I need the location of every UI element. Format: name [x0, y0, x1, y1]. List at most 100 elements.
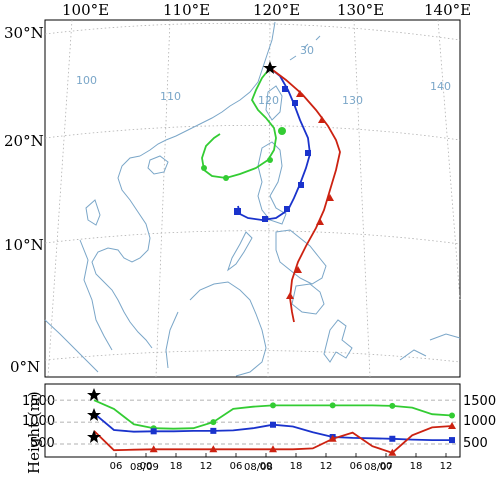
red-trajectory — [269, 67, 341, 323]
height-series — [93, 399, 456, 456]
tonkin-gulf — [85, 199, 101, 226]
grid-number-120: 120 — [258, 94, 279, 107]
blue-marker — [292, 100, 298, 106]
height-left-ticks: 1500 1000 500 — [22, 394, 55, 451]
blue-trajectory — [237, 67, 311, 221]
time-tick-label: 12 — [200, 461, 213, 472]
right-tick-500: 500 — [463, 436, 488, 451]
green-marker — [201, 165, 207, 171]
green-markers — [201, 127, 286, 181]
china-coast — [139, 21, 276, 157]
height-axis-label: Height (m) — [25, 391, 43, 474]
date-label-0808: 08/08 — [244, 462, 273, 473]
borneo-coast — [165, 281, 267, 377]
blue-markers — [234, 86, 311, 222]
blue-marker — [234, 208, 241, 215]
green-marker — [267, 157, 273, 163]
green-marker — [278, 127, 286, 135]
height-point — [209, 445, 218, 453]
blue-marker — [262, 216, 268, 222]
time-tick-label: 00 — [260, 461, 273, 472]
right-tick-1500: 1500 — [463, 394, 496, 409]
height-panel-frame — [44, 383, 461, 458]
height-point — [449, 437, 455, 444]
height-point — [449, 412, 455, 419]
time-tick-label: 18 — [410, 461, 423, 472]
map-grid-numbers: 100 110 120 130 140 30 — [76, 44, 451, 107]
indochina-coast — [91, 155, 153, 349]
blue-marker — [305, 150, 311, 156]
time-tick-label: 06 — [230, 461, 243, 472]
height-gridlines — [46, 399, 459, 445]
height-start-stars — [87, 388, 101, 443]
red-marker — [326, 194, 334, 201]
grid-number-100: 100 — [76, 74, 97, 87]
red-marker — [318, 116, 326, 123]
height-star-icon — [87, 430, 101, 443]
lon-label-130: 130°E — [337, 1, 384, 19]
height-point — [388, 448, 397, 456]
lon-labels: 100°E 110°E 120°E 130°E 140°E — [62, 1, 471, 19]
lat-label-10: 10°N — [4, 236, 44, 254]
lon-line-140 — [437, 19, 461, 301]
map-panel: 100 110 120 130 140 30 — [44, 19, 461, 378]
red-marker — [286, 292, 294, 299]
right-tick-1000: 1000 — [463, 414, 496, 429]
date-label-0807: 08/07 — [364, 462, 393, 473]
time-tick-label: 06 — [110, 461, 123, 472]
red-markers — [286, 90, 334, 299]
philippines-south — [275, 229, 327, 285]
time-tick-label: 00 — [140, 461, 153, 472]
height-point — [210, 427, 217, 434]
height-star-icon — [87, 388, 101, 401]
grid-number-140: 140 — [430, 80, 451, 93]
left-tick-500: 500 — [30, 436, 55, 451]
malay-peninsula — [79, 239, 113, 351]
green-marker — [223, 175, 229, 181]
date-label-0809: 08/09 — [130, 462, 159, 473]
new-guinea-coast — [399, 333, 461, 361]
height-point — [270, 402, 276, 409]
time-tick-label: 12 — [320, 461, 333, 472]
red-marker — [294, 266, 302, 273]
coastlines — [44, 21, 461, 377]
lon-label-100: 100°E — [62, 1, 109, 19]
lat-label-20: 20°N — [4, 132, 44, 150]
height-time-ticks: 06 00 18 12 06 00 18 12 06 00 18 12 — [110, 453, 452, 472]
time-tick-label: 18 — [170, 461, 183, 472]
grid-number-130: 130 — [342, 94, 363, 107]
height-point — [270, 421, 276, 428]
lat-labels: 30°N 20°N 10°N 0°N — [4, 24, 44, 376]
grid-number-30: 30 — [300, 44, 314, 57]
height-point — [389, 435, 396, 442]
height-star-icon — [87, 408, 101, 421]
time-tick-label: 00 — [380, 461, 393, 472]
graticule — [44, 19, 461, 378]
height-point — [329, 402, 336, 409]
lat-line-0 — [44, 350, 461, 363]
ryukyu-islands — [289, 35, 321, 61]
red-marker — [316, 218, 324, 225]
red-marker — [296, 90, 304, 97]
sulawesi-coast — [323, 319, 353, 363]
grid-number-110: 110 — [160, 90, 181, 103]
height-point — [328, 434, 337, 442]
height-right-ticks: 1500 1000 500 — [463, 394, 496, 451]
taiwan-island — [265, 85, 283, 121]
height-point — [149, 445, 158, 453]
height-point — [210, 419, 217, 426]
blue-marker — [284, 206, 290, 212]
lat-label-30: 30°N — [4, 24, 44, 42]
lat-label-0: 0°N — [10, 358, 40, 376]
height-point — [448, 422, 456, 430]
sumatra-coast — [44, 319, 99, 373]
lon-label-120: 120°E — [253, 1, 300, 19]
height-panel: Height (m) 1500 1000 500 1500 1000 500 0… — [22, 383, 496, 474]
time-tick-label: 18 — [290, 461, 303, 472]
blue-marker — [282, 86, 288, 92]
height-date-labels: 08/09 08/08 08/07 — [130, 462, 393, 473]
height-point — [269, 445, 277, 453]
left-tick-1000: 1000 — [22, 414, 55, 429]
map-frame — [44, 19, 461, 378]
